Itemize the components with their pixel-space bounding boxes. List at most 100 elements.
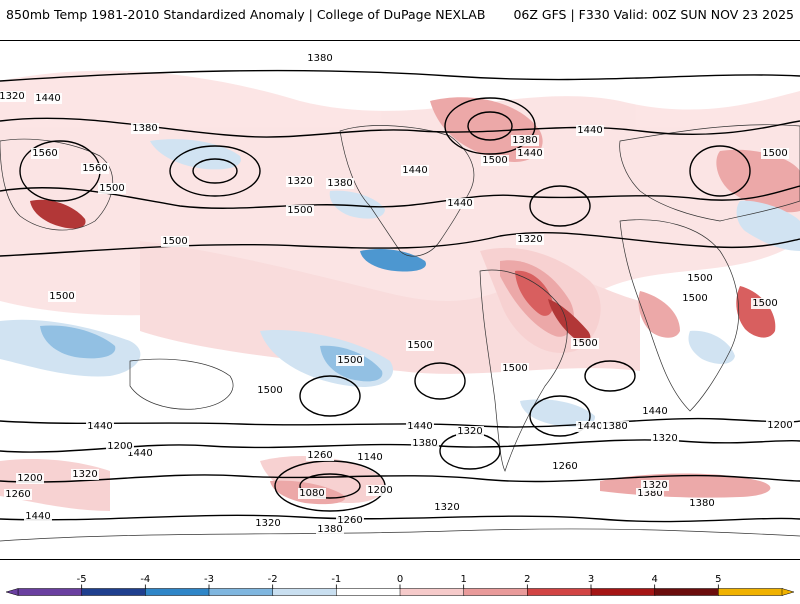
contour-label-bg [456,426,484,437]
contour-label-bg [686,273,714,284]
colorbar-svg: -5 -4 -3 -2 -1 0 1 2 3 4 5 [5,574,795,596]
asia-west-coast [0,138,113,231]
contour-label-bg [641,406,669,417]
cool-anomaly-area [520,399,596,427]
contour-label: 1200 [17,473,42,484]
colorbar-segment [463,588,529,596]
warm-anomaly-area [515,270,554,316]
contour-label: 1500 [407,340,432,351]
contour-label: 1440 [35,93,60,104]
contour-label-bg [576,421,604,432]
model-run-info: 06Z GFS | F330 Valid: 00Z SUN NOV 23 202… [513,7,794,22]
map-svg: 1380138013201320144013801560156015001500… [0,53,800,542]
contour-label-bg [571,338,599,349]
contour-low [439,432,501,470]
contour-label: 1320 [287,176,312,187]
contour-label: 1320 [457,426,482,437]
contour-label-bg [433,502,461,513]
contour-high [299,375,361,417]
contour-label-bg [551,461,579,472]
colorbar-max-arrow [781,588,795,596]
contour-label: 1440 [25,511,50,522]
contour-label: 1200 [367,485,392,496]
contour-label-bg [126,448,154,459]
warm-anomaly-area [638,291,680,338]
contour-label-bg [406,340,434,351]
contour-label-bg [98,183,126,194]
south-america-coast [479,269,568,472]
header: 850mb Temp 1981-2010 Standardized Anomal… [0,0,800,30]
contour-label-bg [601,421,629,432]
colorbar-tick-label: -1 [331,574,341,585]
colorbar-segment [81,588,147,596]
contour-label-bg [0,91,26,102]
contour-label: 1380 [327,178,352,189]
contour-label: 1440 [447,198,472,209]
contour-label-bg [254,518,282,529]
colorbar-tick-label: -4 [140,574,150,585]
contour-label: 1500 [482,155,507,166]
contour-label-bg [131,123,159,134]
europe-asia-coast [619,124,800,222]
contour-label: 1500 [752,298,777,309]
colorbar-segment [272,588,338,596]
contour-label-bg [766,420,794,431]
contour-label-bg [366,485,394,496]
contour-label: 1080 [299,488,324,499]
contour-label-bg [406,421,434,432]
contour-low [192,158,238,184]
colorbar-tick-label: 1 [460,574,466,585]
contour-label-bg [401,165,429,176]
cool-anomaly-area [329,190,385,219]
contour-label-bg [761,148,789,159]
contour-label: 1440 [407,421,432,432]
colorbar-tick-label: 5 [715,574,721,585]
contour-label: 1500 [502,363,527,374]
contour-label: 1440 [87,421,112,432]
colorbar-bar [5,588,795,596]
contour-label: 1560 [82,163,107,174]
contour-label-bg [516,234,544,245]
colorbar: -5 -4 -3 -2 -1 0 1 2 3 4 5 [0,570,800,600]
colorbar-tick-label: 2 [524,574,530,585]
contour-label: 1500 [687,273,712,284]
contour-label: 1320 [255,518,280,529]
contour-label-bg [326,178,354,189]
cool-anomaly-area [736,200,800,251]
colorbar-segment [145,588,210,596]
contour-label: 1260 [337,515,362,526]
colorbar-segment [399,588,465,596]
colorbar-tick-label: -5 [77,574,87,585]
warm-anomaly-area [736,286,776,338]
contour-label-bg [4,489,32,500]
colorbar-tick-label: 0 [397,574,403,585]
contour-label-bg [48,291,76,302]
contour-label-bg [306,53,334,64]
contour-high [414,362,466,400]
contour-label: 1440 [127,448,152,459]
warm-anomaly-area [716,149,800,213]
contour-label: 1200 [107,441,132,452]
contour-label: 1440 [402,165,427,176]
contour-label-bg [641,480,669,491]
contour-label-bg [81,163,109,174]
contour-label-bg [576,125,604,136]
contour-label: 1500 [572,338,597,349]
contour-label: 1500 [762,148,787,159]
contour-label-bg [316,524,344,535]
contour-label: 1500 [337,355,362,366]
map-title: 850mb Temp 1981-2010 Standardized Anomal… [6,7,486,22]
contour-label-bg [286,205,314,216]
warm-anomaly-area [0,70,800,330]
contour-label: 1320 [642,480,667,491]
contour-label: 1320 [72,469,97,480]
warm-anomaly-area [30,199,86,229]
colorbar-tick-label: -3 [204,574,214,585]
contour-label: 1500 [257,385,282,396]
colorbar-segment [718,588,783,596]
warm-anomaly-area [548,299,591,343]
contour-low [299,473,361,499]
contour-label-bg [161,236,189,247]
contour-label: 1260 [552,461,577,472]
africa-coast [619,219,740,412]
